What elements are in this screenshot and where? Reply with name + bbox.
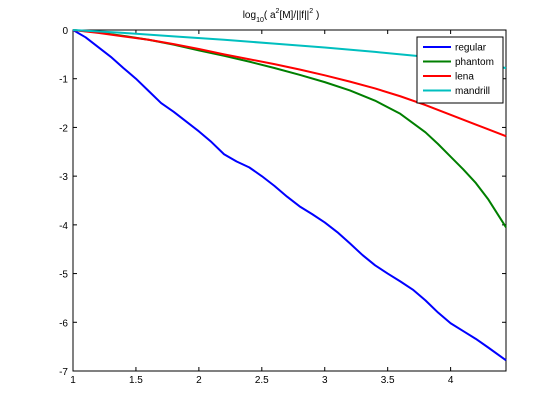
x-tick-label: 2.5 [255,375,269,386]
x-tick-label: 3 [322,375,328,386]
y-tick-label: -2 [59,123,68,134]
y-tick-label: 0 [62,26,68,37]
x-tick-label: 4 [448,375,454,386]
y-tick-label: -4 [59,221,68,232]
y-tick-label: -1 [59,75,68,86]
series-line-lena [72,29,507,138]
series-line-regular [72,29,507,362]
x-tick-label: 1 [70,375,76,386]
legend-label-mandrill: mandrill [455,86,490,97]
x-tick-label: 2 [196,375,202,386]
chart-title: log10( a2[M]/||f||2 ) [243,8,320,24]
y-tick-label: -3 [59,172,68,183]
y-tick-label: -6 [59,318,68,329]
legend-label-lena: lena [455,72,474,83]
legend-label-phantom: phantom [455,57,494,68]
x-tick-label: 1.5 [129,375,143,386]
legend-label-regular: regular [455,43,487,54]
x-axis: 1 1.5 2 2.5 3 3.5 4 [70,30,454,386]
legend: regular phantom lena mandrill [416,36,504,104]
y-tick-label: -7 [59,367,68,378]
x-tick-label: 3.5 [381,375,395,386]
y-tick-label: -5 [59,270,68,281]
